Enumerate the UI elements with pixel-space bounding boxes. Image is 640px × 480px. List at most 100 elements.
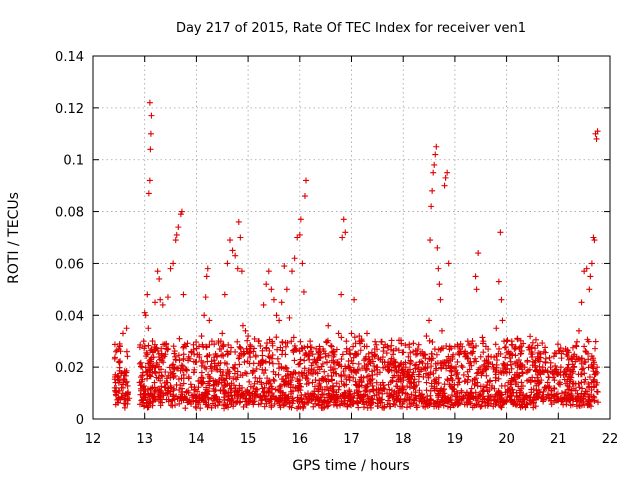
noise-point <box>196 395 203 402</box>
data-point <box>185 353 192 360</box>
noise-point <box>569 394 576 401</box>
data-point <box>263 281 270 288</box>
data-point <box>118 384 125 391</box>
noise-point <box>463 390 470 397</box>
data-point <box>544 369 551 376</box>
noise-point <box>517 337 524 344</box>
noise-point <box>246 378 253 385</box>
noise-point <box>456 351 463 358</box>
noise-point <box>124 382 131 389</box>
data-point <box>183 343 190 350</box>
data-point <box>539 364 546 371</box>
data-point <box>330 353 337 360</box>
noise-point <box>438 360 445 367</box>
x-axis-label: GPS time / hours <box>292 458 409 474</box>
data-point <box>428 203 435 210</box>
noise-point <box>179 385 186 392</box>
noise-point <box>578 379 585 386</box>
noise-point <box>304 375 311 382</box>
noise-point <box>460 350 467 357</box>
noise-point <box>461 378 468 385</box>
noise-point <box>341 400 348 407</box>
noise-point <box>230 375 237 382</box>
data-point <box>154 268 161 275</box>
data-point <box>445 260 452 267</box>
noise-point <box>217 366 224 373</box>
noise-point <box>420 394 427 401</box>
noise-point <box>201 364 208 371</box>
noise-point <box>187 399 194 406</box>
noise-point <box>193 404 200 411</box>
noise-point <box>173 393 180 400</box>
noise-point <box>243 395 250 402</box>
noise-point <box>454 394 461 401</box>
noise-point <box>270 376 277 383</box>
noise-point <box>383 350 390 357</box>
noise-point <box>363 383 370 390</box>
data-point <box>348 330 355 337</box>
noise-point <box>182 405 189 412</box>
noise-point <box>479 368 486 375</box>
noise-point <box>527 379 534 386</box>
noise-point <box>371 392 378 399</box>
noise-point <box>254 378 261 385</box>
noise-point <box>354 399 361 406</box>
noise-point <box>277 388 284 395</box>
noise-point <box>388 355 395 362</box>
noise-point <box>282 343 289 350</box>
noise-point <box>221 377 228 384</box>
data-point <box>159 301 166 308</box>
noise-point <box>412 392 419 399</box>
noise-point <box>315 394 322 401</box>
data-point <box>202 294 209 301</box>
noise-point <box>244 337 251 344</box>
noise-point <box>275 360 282 367</box>
noise-point <box>162 384 169 391</box>
noise-point <box>557 345 564 352</box>
x-tick-label: 22 <box>602 432 619 447</box>
data-point <box>193 358 200 365</box>
noise-point <box>477 403 484 410</box>
noise-point <box>398 340 405 347</box>
noise-point <box>216 398 223 405</box>
data-point <box>247 343 254 350</box>
noise-point <box>343 345 350 352</box>
data-point <box>384 366 391 373</box>
data-point <box>216 345 223 352</box>
data-point <box>521 364 528 371</box>
data-point <box>224 260 231 267</box>
noise-point <box>180 397 187 404</box>
data-point <box>338 291 345 298</box>
noise-point <box>582 388 589 395</box>
noise-point <box>316 343 323 350</box>
data-point <box>157 296 164 303</box>
noise-point <box>325 372 332 379</box>
data-point <box>498 296 505 303</box>
noise-point <box>423 379 430 386</box>
data-point <box>449 353 456 360</box>
noise-point <box>514 335 521 342</box>
noise-point <box>576 402 583 409</box>
noise-point <box>308 344 315 351</box>
noise-point <box>325 391 332 398</box>
data-point <box>201 312 208 319</box>
noise-point <box>422 365 429 372</box>
noise-point <box>305 369 312 376</box>
data-point <box>173 231 180 238</box>
data-point <box>304 343 311 350</box>
noise-point <box>519 383 526 390</box>
noise-point <box>172 402 179 409</box>
noise-point <box>143 353 150 360</box>
data-point <box>560 371 567 378</box>
noise-point <box>157 356 164 363</box>
data-point <box>581 268 588 275</box>
noise-point <box>250 385 257 392</box>
noise-point <box>173 381 180 388</box>
noise-point <box>441 381 448 388</box>
noise-point <box>474 369 481 376</box>
noise-point <box>540 398 547 405</box>
noise-point <box>232 399 239 406</box>
data-point <box>148 112 155 119</box>
noise-point <box>290 384 297 391</box>
noise-point <box>281 381 288 388</box>
